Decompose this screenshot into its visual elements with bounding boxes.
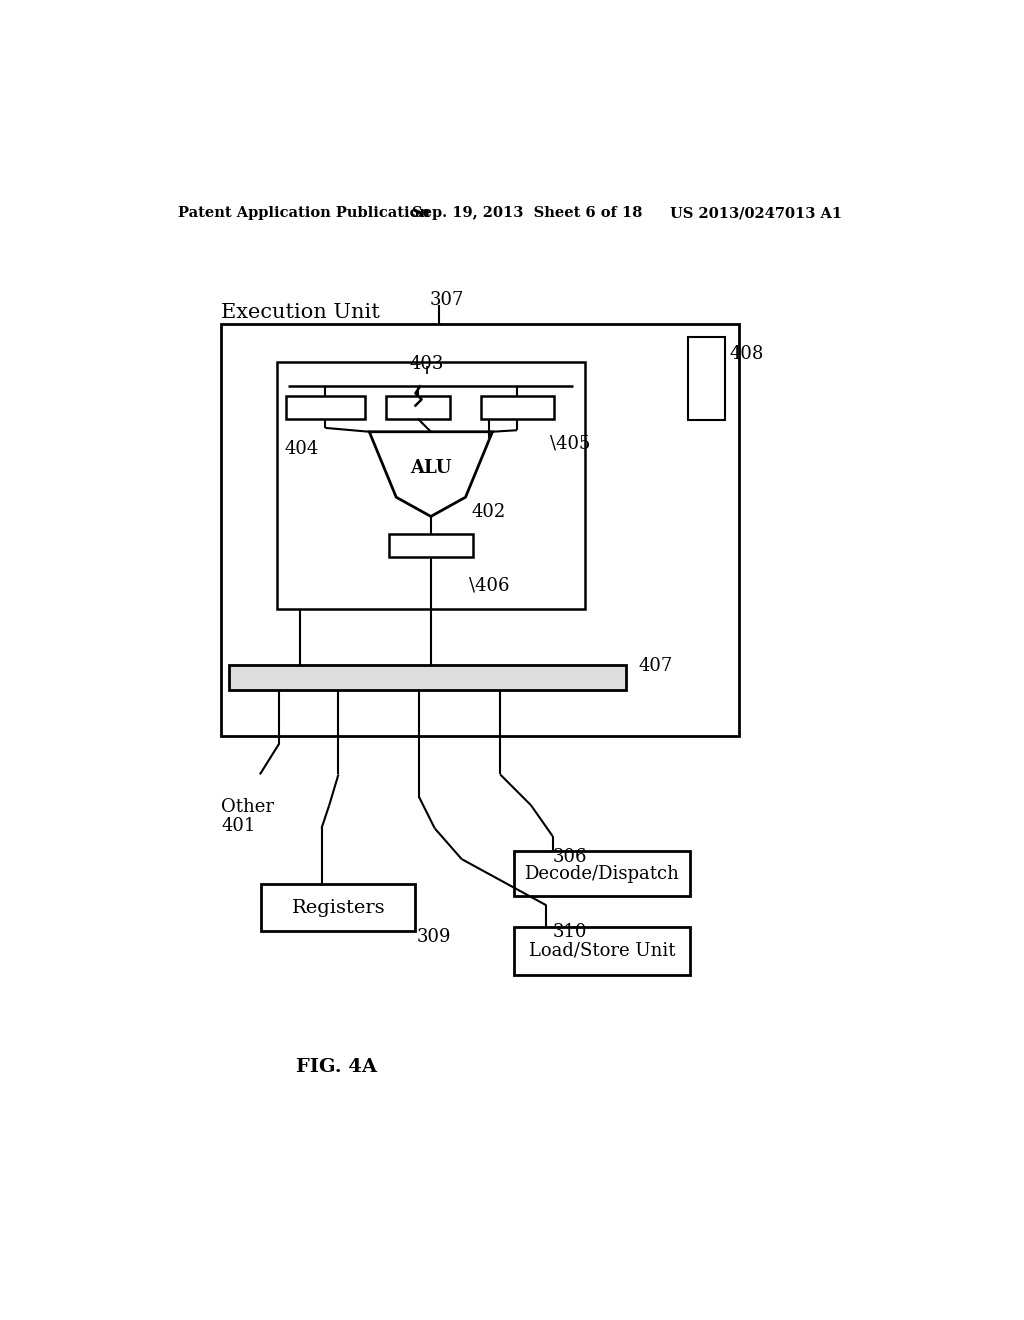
Text: 404: 404 <box>285 441 318 458</box>
Text: Registers: Registers <box>292 899 385 916</box>
Text: Execution Unit: Execution Unit <box>221 304 380 322</box>
Bar <box>261 884 416 932</box>
Text: Decode/Dispatch: Decode/Dispatch <box>524 865 679 883</box>
Text: ALU: ALU <box>410 459 452 477</box>
Text: 307: 307 <box>429 290 464 309</box>
Bar <box>392 535 477 557</box>
Polygon shape <box>370 432 493 516</box>
Text: 310: 310 <box>553 923 587 941</box>
Bar <box>229 665 626 689</box>
Bar <box>481 396 554 418</box>
Bar <box>514 851 689 896</box>
Bar <box>386 396 451 418</box>
Text: \405: \405 <box>550 434 591 451</box>
Text: FIG. 4A: FIG. 4A <box>296 1057 378 1076</box>
Bar <box>514 927 689 974</box>
Text: Patent Application Publication: Patent Application Publication <box>178 206 430 220</box>
Text: Sep. 19, 2013  Sheet 6 of 18: Sep. 19, 2013 Sheet 6 of 18 <box>412 206 642 220</box>
Text: US 2013/0247013 A1: US 2013/0247013 A1 <box>670 206 842 220</box>
Bar <box>234 665 631 689</box>
Bar <box>388 535 473 557</box>
Bar <box>221 323 739 737</box>
Text: 407: 407 <box>639 657 673 676</box>
Text: 401: 401 <box>221 817 256 834</box>
Bar <box>390 396 454 418</box>
Text: \406: \406 <box>469 577 510 594</box>
Bar <box>286 396 366 418</box>
Text: 306: 306 <box>553 847 587 866</box>
Text: 408: 408 <box>730 345 764 363</box>
Bar <box>290 396 370 418</box>
Text: Other: Other <box>221 797 274 816</box>
Bar <box>688 337 725 420</box>
Text: 403: 403 <box>410 355 444 372</box>
Text: 402: 402 <box>472 503 506 521</box>
Bar <box>484 396 558 418</box>
Text: Load/Store Unit: Load/Store Unit <box>528 941 675 960</box>
Bar <box>276 363 585 609</box>
Text: 309: 309 <box>417 928 452 946</box>
